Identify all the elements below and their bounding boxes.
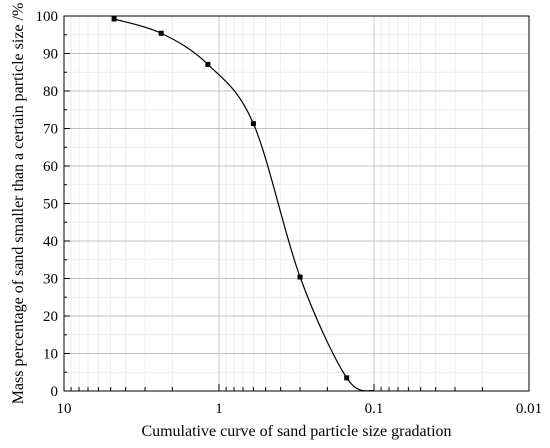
y-tick-label: 60 <box>43 159 58 175</box>
x-axis-title: Cumulative curve of sand particle size g… <box>141 423 451 440</box>
axis-ticks <box>63 15 530 392</box>
y-tick-label: 0 <box>51 384 59 400</box>
y-tick-label: 20 <box>43 309 58 325</box>
y-tick-label: 80 <box>43 84 58 100</box>
y-tick-label: 100 <box>36 9 59 25</box>
data-point-marker <box>250 121 256 127</box>
grid <box>64 16 529 391</box>
y-tick-label: 40 <box>43 234 58 250</box>
x-tick-label: 1 <box>215 401 223 417</box>
data-point-marker <box>111 16 117 22</box>
y-axis-title: Mass percentage of sand smaller than a c… <box>10 3 27 405</box>
y-tick-label: 50 <box>43 197 58 213</box>
y-tick-label: 70 <box>43 122 58 138</box>
x-tick-label: 10 <box>57 401 72 417</box>
data-point-marker <box>158 30 164 36</box>
data-point-marker <box>344 375 350 381</box>
gradation-curve <box>113 18 375 392</box>
data-point-marker <box>297 274 303 280</box>
data-markers <box>111 16 350 381</box>
y-tick-label: 30 <box>43 272 58 288</box>
gradation-curve-layer <box>113 18 375 392</box>
x-tick-label: 0.1 <box>365 401 384 417</box>
x-tick-label: 0.01 <box>516 401 542 417</box>
y-tick-label: 10 <box>43 347 58 363</box>
data-point-marker <box>205 61 211 67</box>
y-tick-label: 90 <box>43 47 58 63</box>
